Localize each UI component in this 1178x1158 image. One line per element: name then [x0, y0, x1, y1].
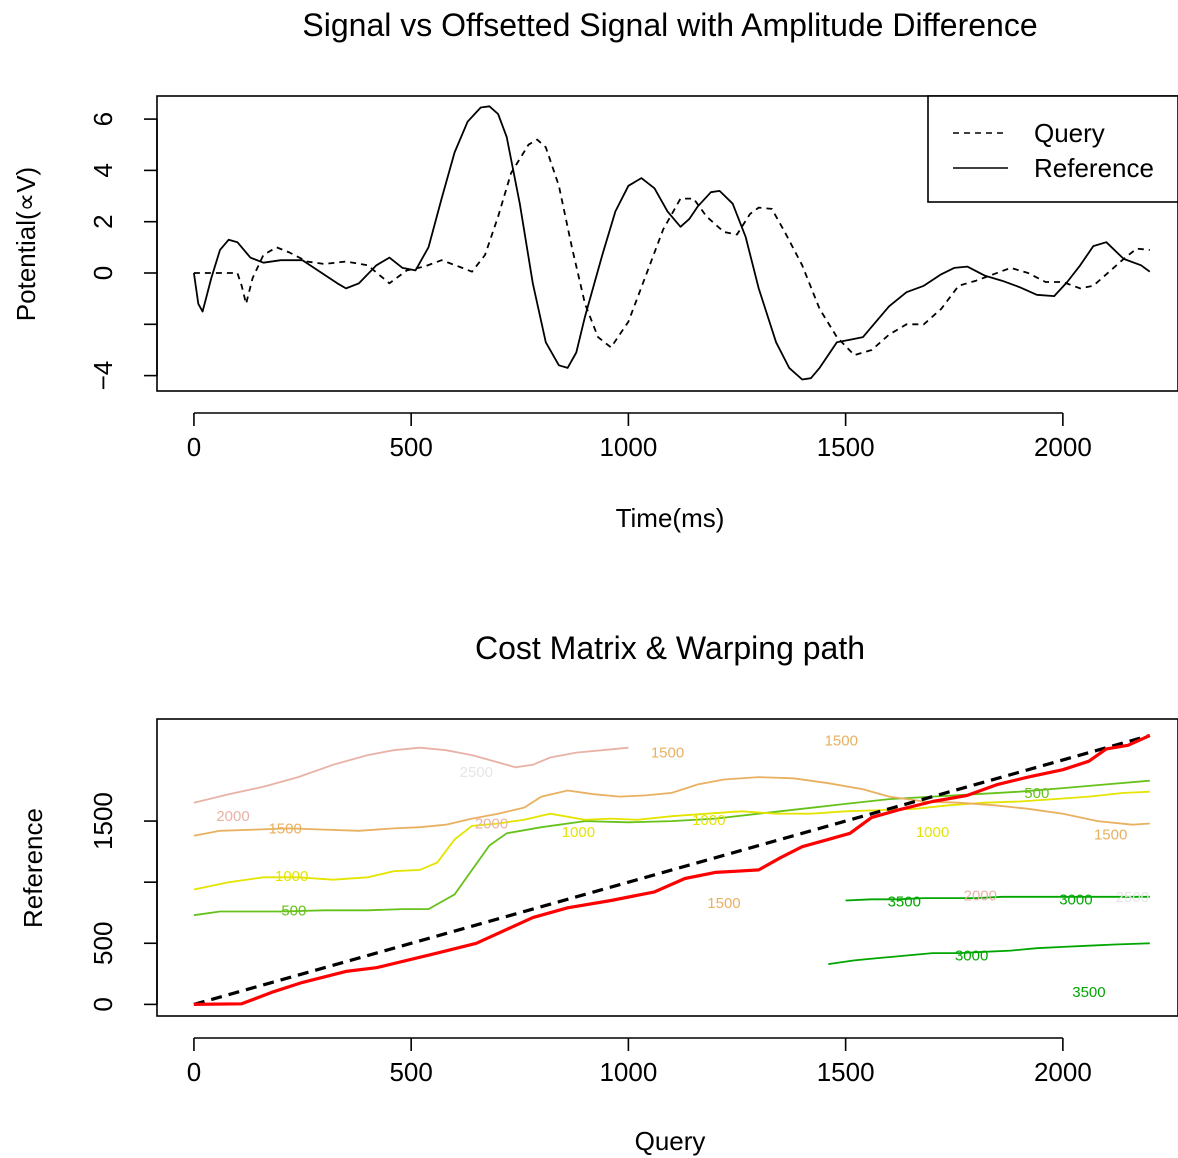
contour-line-2000	[193, 746, 629, 804]
cost-x-tick-label: 1000	[599, 1057, 657, 1087]
cost-y-tick-label: 500	[88, 922, 118, 965]
legend-reference-label: Reference	[1034, 153, 1154, 183]
contour-label: 1000	[916, 824, 949, 841]
contour-label: 2000	[475, 816, 508, 833]
signal-x-tick-label: 0	[187, 432, 201, 462]
signal-y-tick-label: 4	[88, 163, 118, 177]
signal-legend: Query Reference	[927, 95, 1178, 203]
cost-x-axis: 0 500 1000 1500 2000	[187, 1037, 1092, 1087]
signal-chart-title: Signal vs Offsetted Signal with Amplitud…	[302, 7, 1037, 43]
cost-x-tick-label: 500	[389, 1057, 432, 1087]
cost-y-tick-label: 1500	[88, 792, 118, 850]
signal-y-tick-label: 6	[88, 112, 118, 126]
cost-series-line-1	[193, 734, 1151, 1006]
cost-y-axis: 0 500 1500	[88, 792, 158, 1012]
cost-contours: 500 1000 1500 2000 2000 2500 1000 1000 1500 1500 5…	[193, 732, 1150, 1001]
contour-label: 3500	[888, 894, 921, 911]
signal-series-line-0	[193, 138, 1150, 357]
signal-x-tick-label: 1500	[817, 432, 875, 462]
signal-x-tick-label: 500	[389, 432, 432, 462]
signal-y-axis-label: Potential(∝V)	[11, 167, 41, 321]
cost-matrix-chart: Cost Matrix & Warping path 500 1000 1500 20…	[18, 630, 1178, 1156]
signal-x-axis-label: Time(ms)	[616, 503, 725, 533]
contour-label: 1500	[268, 820, 301, 837]
contour-label: 1500	[707, 895, 740, 912]
contour-label: 2000	[964, 888, 997, 905]
signal-y-tick-label: −4	[88, 361, 118, 391]
signal-x-tick-label: 2000	[1034, 432, 1092, 462]
contour-line-1500	[193, 776, 1150, 837]
cost-x-axis-label: Query	[635, 1126, 706, 1156]
signal-series-line-1	[193, 105, 1151, 381]
contour-label: 500	[281, 902, 306, 919]
contour-label: 3000	[955, 948, 988, 965]
cost-x-tick-label: 1500	[817, 1057, 875, 1087]
cost-plot-frame	[156, 718, 1178, 1017]
contour-label: 3500	[1072, 984, 1105, 1001]
contour-label: 3000	[1059, 891, 1092, 908]
legend-query-label: Query	[1034, 118, 1105, 148]
contour-label: 1000	[562, 824, 595, 841]
contour-label: 500	[1024, 785, 1049, 802]
legend-box	[927, 95, 1178, 203]
contour-label: 1500	[825, 732, 858, 749]
cost-series-line-0	[193, 733, 1151, 1006]
contour-line-1000	[193, 790, 1150, 891]
cost-x-tick-label: 0	[187, 1057, 201, 1087]
cost-x-tick-label: 2000	[1034, 1057, 1092, 1087]
cost-y-axis-label: Reference	[18, 808, 48, 928]
contour-label: 1000	[692, 812, 725, 829]
contour-label: 1000	[275, 868, 308, 885]
contour-line-3000	[828, 942, 1150, 965]
signal-x-axis: 0 500 1000 1500 2000	[187, 412, 1092, 462]
signal-x-tick-label: 1000	[599, 432, 657, 462]
contour-label: 2000	[216, 808, 249, 825]
contour-label: 2500	[460, 764, 493, 781]
signal-y-tick-label: 2	[88, 214, 118, 228]
warping-series	[193, 733, 1151, 1006]
cost-y-tick-label: 0	[88, 997, 118, 1011]
signal-y-tick-label: 0	[88, 266, 118, 280]
signal-y-axis: 6 4 2 0 −4	[88, 112, 158, 391]
contour-line-500	[193, 779, 1150, 917]
signal-chart: Signal vs Offsetted Signal with Amplitud…	[11, 7, 1178, 533]
contour-line-3500	[845, 895, 1150, 902]
cost-matrix-title: Cost Matrix & Warping path	[475, 630, 865, 666]
contour-label: 2500	[1116, 889, 1149, 906]
contour-label: 1500	[651, 745, 684, 762]
signal-series	[193, 105, 1151, 381]
contour-label: 1500	[1094, 827, 1127, 844]
